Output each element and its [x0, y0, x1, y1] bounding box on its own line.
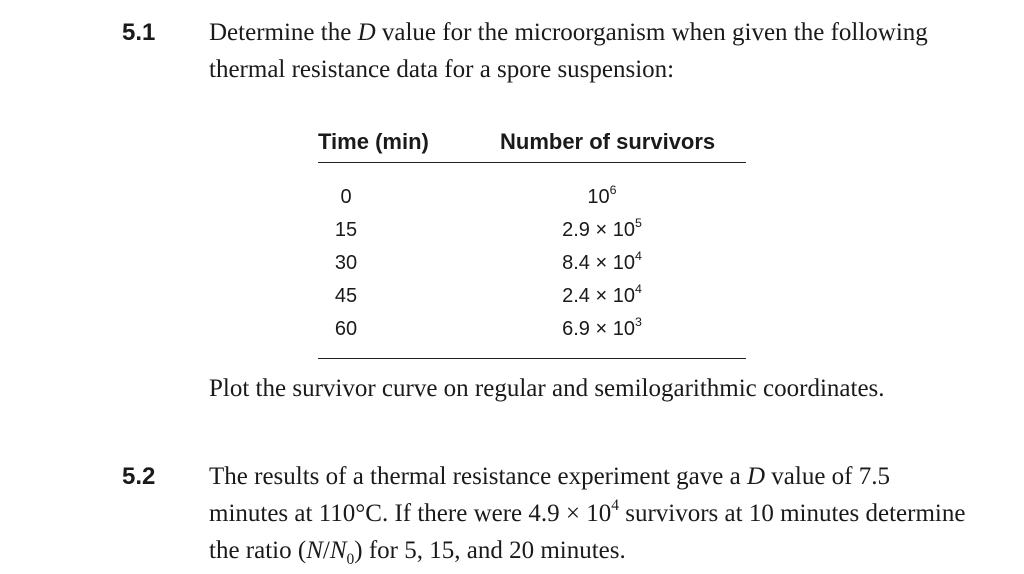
- cell-time: 30: [334, 252, 358, 274]
- problem-statement: The results of a thermal resistance expe…: [209, 458, 969, 569]
- subscript-zero: 0: [346, 551, 355, 568]
- table-row: 45 2.4 × 104: [318, 280, 746, 313]
- base: 10: [612, 285, 635, 307]
- exponent: 4: [634, 282, 642, 297]
- statement-part: ) for 5, 15, and 20 minutes.: [354, 537, 626, 564]
- cell-survivors: 106: [486, 163, 746, 215]
- exponent: 6: [609, 183, 617, 198]
- table-header-row: Time (min) Number of survivors: [318, 122, 746, 163]
- statement-part: survivors at 10 minutes determine the ra…: [209, 500, 966, 564]
- problem-number: 5.1: [122, 19, 156, 46]
- statement-part: value of 7.5 minutes at 110°C. If there …: [209, 463, 890, 527]
- slash: /: [322, 537, 330, 564]
- cell-time: 60: [318, 313, 486, 359]
- variable-n: N: [306, 537, 323, 564]
- exponent: 3: [634, 315, 642, 330]
- header-time: Time (min): [318, 122, 486, 163]
- base: 10: [587, 186, 610, 208]
- base: 10: [612, 219, 635, 241]
- cell-survivors: 8.4 × 104: [486, 247, 746, 280]
- mantissa: 2.4 ×: [562, 285, 613, 307]
- cell-time: 45: [334, 285, 358, 307]
- mantissa: 8.4 ×: [562, 252, 613, 274]
- mantissa: 2.9 ×: [562, 219, 613, 241]
- survivors-table: Time (min) Number of survivors 0 106 15 …: [318, 122, 746, 359]
- base: 10: [612, 252, 635, 274]
- variable-d: D: [357, 19, 376, 46]
- cell-time: 0: [340, 186, 352, 208]
- base: 10: [612, 318, 635, 340]
- plot-instruction: Plot the survivor curve on regular and s…: [209, 375, 885, 402]
- cell-survivors: 6.9 × 103: [486, 313, 746, 359]
- table-row: 60 6.9 × 103: [318, 313, 746, 359]
- exponent: 4: [634, 249, 642, 264]
- cell-time: 15: [334, 219, 358, 241]
- statement-part: value for the microorganism when given t…: [209, 19, 928, 83]
- problem-statement: Determine the D value for the microorgan…: [209, 14, 969, 88]
- table-row: 15 2.9 × 105: [318, 214, 746, 247]
- table-row: 30 8.4 × 104: [318, 247, 746, 280]
- variable-d: D: [746, 463, 766, 490]
- cell-survivors: 2.4 × 104: [486, 280, 746, 313]
- exponent: 5: [634, 216, 642, 231]
- header-survivors: Number of survivors: [486, 122, 746, 163]
- problem-number: 5.2: [122, 463, 156, 490]
- mantissa: 6.9 ×: [562, 318, 613, 340]
- cell-survivors: 2.9 × 105: [486, 214, 746, 247]
- variable-n0: N: [329, 537, 347, 564]
- exponent: 4: [611, 497, 619, 515]
- statement-part: The results of a thermal resistance expe…: [209, 463, 747, 490]
- table-row: 0 106: [318, 163, 746, 215]
- statement-part: Determine the: [209, 19, 358, 46]
